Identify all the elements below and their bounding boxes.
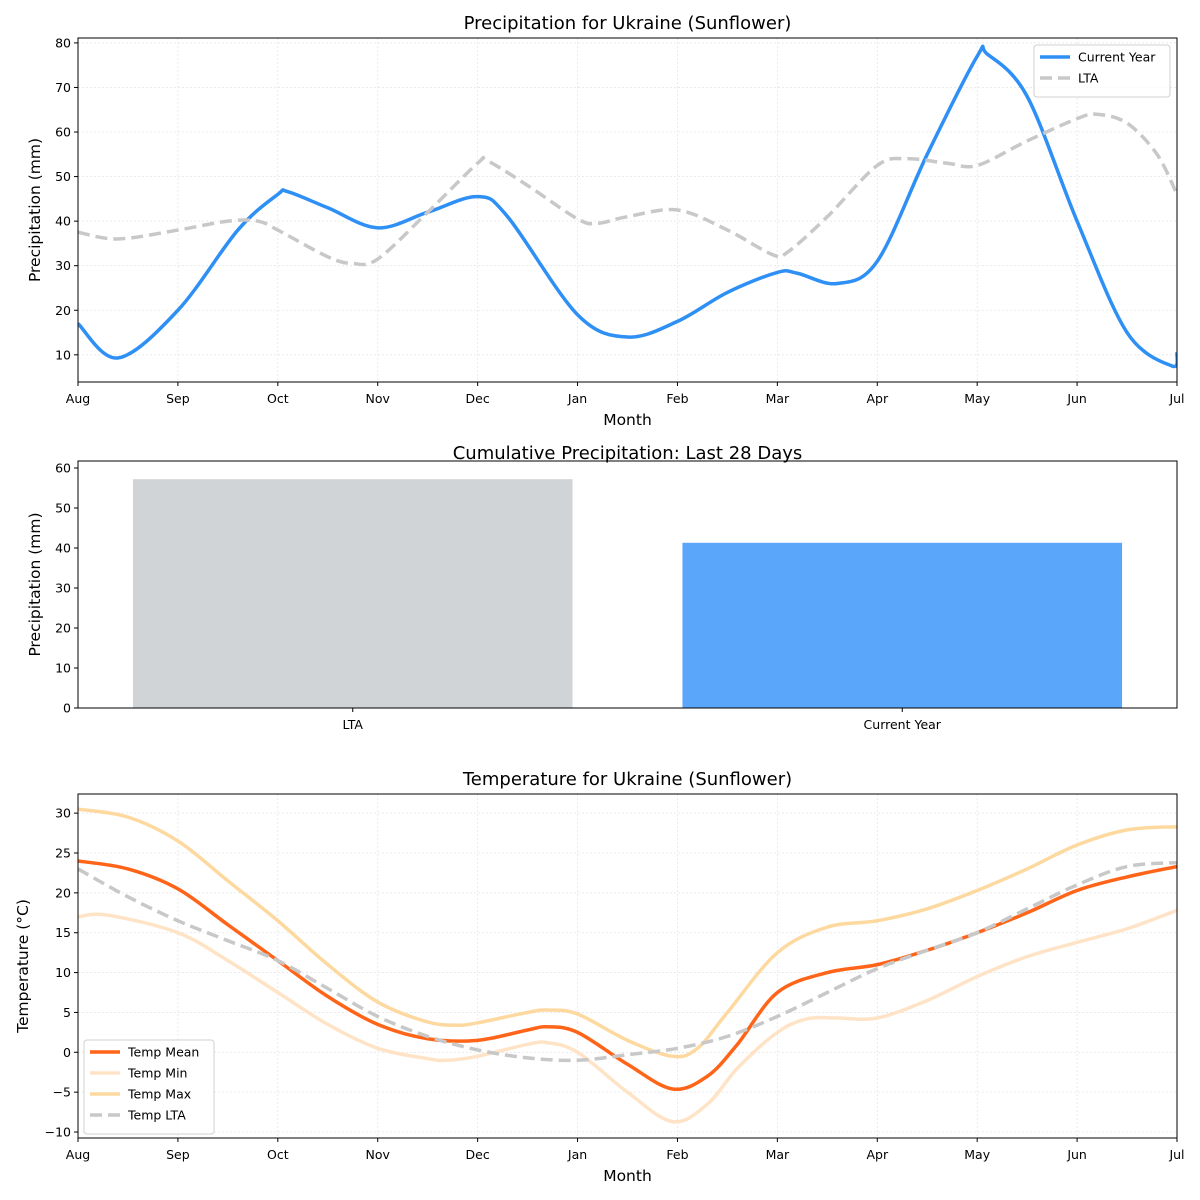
legend-label: Temp Mean — [127, 1045, 199, 1060]
y-tick-label: 30 — [55, 806, 71, 821]
x-tick-label: Nov — [366, 1147, 391, 1162]
chart-title: Temperature for Ukraine (Sunflower) — [462, 769, 792, 790]
chart-3: Temperature for Ukraine (Sunflower) Tempe… — [14, 769, 1185, 1185]
y-tick-label: 10 — [55, 347, 71, 362]
legend-label: Current Year — [1078, 50, 1156, 65]
x-tick-label: Jan — [567, 391, 587, 406]
x-tick-label: May — [964, 1147, 990, 1162]
legend-box — [83, 1039, 215, 1135]
bar-current-year — [682, 542, 1123, 708]
y-tick-label: 40 — [55, 214, 71, 229]
axes-frame — [77, 460, 1178, 709]
x-tick-label: LTA — [343, 717, 364, 732]
y-tick-label: 50 — [55, 169, 71, 184]
series-line-lta — [78, 112, 1177, 267]
x-axis-label: Month — [603, 1167, 652, 1185]
axes-frame — [77, 793, 1178, 1139]
bar-lta — [132, 479, 573, 708]
y-tick-label: 30 — [55, 258, 71, 273]
y-tick-label: 20 — [55, 303, 71, 318]
y-tick-label: 5 — [63, 1005, 71, 1020]
y-tick-label: 0 — [63, 1045, 71, 1060]
x-tick-label: Current Year — [864, 717, 942, 732]
legend-label: Temp Min — [127, 1066, 187, 1081]
y-tick-label: −5 — [53, 1085, 71, 1100]
series-line-temp-lta — [78, 860, 1177, 1063]
y-axis-label: Precipitation (mm) — [26, 138, 44, 282]
y-tick-label: 60 — [55, 125, 71, 140]
y-tick-label: −10 — [45, 1125, 71, 1140]
y-tick-label: 25 — [55, 845, 71, 860]
y-tick-label: 0 — [63, 701, 71, 716]
series-line-current-year — [78, 44, 1177, 369]
chart-title: Cumulative Precipitation: Last 28 Days — [453, 443, 803, 464]
y-tick-label: 70 — [55, 80, 71, 95]
x-tick-label: Oct — [267, 1147, 289, 1162]
legend: Current Year LTA — [1033, 44, 1171, 98]
y-tick-label: 60 — [55, 461, 71, 476]
x-tick-label: Feb — [666, 1147, 688, 1162]
y-tick-label: 30 — [55, 581, 71, 596]
series-line-temp-mean — [78, 859, 1177, 1092]
y-tick-label: 10 — [55, 965, 71, 980]
x-tick-label: Jun — [1066, 1147, 1087, 1162]
y-tick-label: 15 — [55, 925, 71, 940]
x-tick-label: Feb — [666, 391, 688, 406]
x-tick-label: May — [964, 391, 990, 406]
series-line-temp-min — [78, 908, 1177, 1124]
legend-label: Temp Max — [127, 1087, 191, 1102]
chart-1: Precipitation for Ukraine (Sunflower) Pre… — [26, 13, 1185, 429]
axes-frame — [77, 37, 1178, 383]
x-tick-label: Sep — [166, 391, 190, 406]
y-tick-label: 40 — [55, 541, 71, 556]
legend: Temp Mean Temp Min Temp Max Temp LTA — [83, 1039, 215, 1135]
chart-2: Cumulative Precipitation: Last 28 Days Pr… — [26, 443, 1178, 732]
x-tick-label: Apr — [866, 391, 888, 406]
y-axis-label: Precipitation (mm) — [26, 512, 44, 656]
y-tick-label: 10 — [55, 661, 71, 676]
x-axis-label: Month — [603, 411, 652, 429]
x-tick-label: Jun — [1066, 391, 1087, 406]
x-tick-label: Dec — [466, 391, 490, 406]
x-tick-label: Apr — [866, 1147, 888, 1162]
y-tick-label: 20 — [55, 621, 71, 636]
series-line-temp-max — [78, 807, 1177, 1059]
x-tick-label: Oct — [267, 391, 289, 406]
legend-label: Temp LTA — [127, 1108, 186, 1123]
x-tick-label: Jul — [1168, 391, 1184, 406]
chart-title: Precipitation for Ukraine (Sunflower) — [464, 13, 792, 34]
legend-label: LTA — [1078, 71, 1099, 86]
x-tick-label: Mar — [766, 391, 790, 406]
x-tick-label: Jan — [567, 1147, 587, 1162]
x-tick-label: Nov — [366, 391, 391, 406]
x-tick-label: Sep — [166, 1147, 190, 1162]
x-tick-label: Jul — [1168, 1147, 1184, 1162]
y-tick-label: 80 — [55, 35, 71, 50]
x-tick-label: Aug — [66, 1147, 90, 1162]
x-tick-label: Dec — [466, 1147, 490, 1162]
y-axis-label: Temperature (°C) — [14, 899, 32, 1034]
x-tick-label: Aug — [66, 391, 90, 406]
x-tick-label: Mar — [766, 1147, 790, 1162]
y-tick-label: 20 — [55, 885, 71, 900]
y-tick-label: 50 — [55, 501, 71, 516]
